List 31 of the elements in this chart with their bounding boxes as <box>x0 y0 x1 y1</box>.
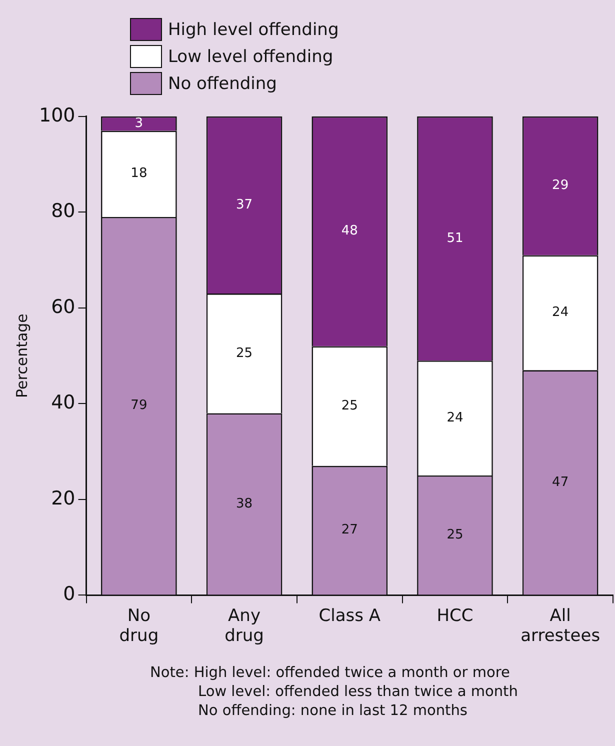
x-tick-label: Class A <box>318 606 381 626</box>
data-label: 38 <box>236 496 253 512</box>
x-tick-label: HCC <box>436 606 474 626</box>
data-label: 51 <box>446 230 464 246</box>
data-label: 25 <box>236 346 253 361</box>
legend-label: Low level offending <box>168 46 334 66</box>
legend-label: High level offending <box>168 20 339 40</box>
data-label: 79 <box>130 398 148 414</box>
legend-label: No offending <box>168 74 277 94</box>
data-label: 29 <box>552 178 569 194</box>
data-label: 25 <box>446 527 464 542</box>
data-label: 47 <box>552 474 569 490</box>
data-label: 37 <box>236 197 253 212</box>
data-label: 18 <box>130 166 148 182</box>
y-tick-label: 80 <box>51 200 76 222</box>
data-label: 25 <box>341 398 358 414</box>
y-tick-label: 20 <box>51 487 76 510</box>
text: Note: High level: offended twice a month or more Low level: offended less than twice a month No offending: none in last 12 months <box>150 664 518 721</box>
data-label: 24 <box>552 305 569 320</box>
y-tick-label: 60 <box>51 296 76 318</box>
y-tick-label: 100 <box>39 104 76 126</box>
data-label: 3 <box>134 116 144 131</box>
y-tick-label: 40 <box>51 392 76 414</box>
data-label: 27 <box>341 522 358 538</box>
x-tick-label: No drug <box>119 606 159 646</box>
data-label: 48 <box>341 224 358 239</box>
x-tick-label: All arrestees <box>520 606 600 646</box>
data-label: 24 <box>446 410 464 426</box>
y-tick-label: 0 <box>63 583 76 606</box>
y-axis-title: Percentage <box>12 314 31 398</box>
x-tick-label: Any drug <box>224 606 264 646</box>
